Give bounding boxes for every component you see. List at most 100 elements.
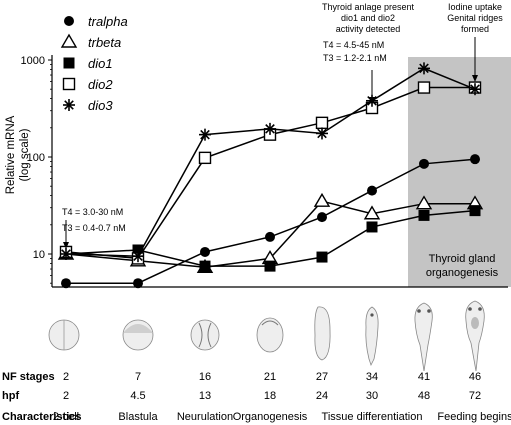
embryo-neurula-folds — [198, 322, 212, 348]
point-dio1-7 — [132, 244, 144, 256]
annotation-stage34-sub0: T4 = 4.5-45 nM — [323, 40, 384, 50]
annotation-stage46-line1: Genital ridges — [447, 13, 503, 23]
point-tralpha-21 — [265, 231, 275, 242]
embryo-2cell-icon — [48, 319, 80, 351]
table-nf-stage-41: 41 — [418, 371, 430, 383]
point-dio1-46 — [469, 205, 481, 217]
thyroid-organogenesis-region — [408, 57, 511, 287]
embryo-tadpole34-eye — [370, 313, 374, 317]
table-characteristic-5: Feeding begins — [437, 411, 511, 423]
point-dio2-27 — [315, 116, 329, 130]
point-dio3-46 — [469, 83, 481, 96]
legend-marker-dio1 — [63, 57, 75, 69]
legend-marker-trbeta — [60, 33, 78, 48]
table-nf-stage-46: 46 — [469, 371, 481, 383]
point-tralpha-41 — [419, 158, 429, 169]
annotation-stage2-line0: T4 = 3.0-30 nM — [62, 207, 123, 217]
annotation-stage34-line1: dio1 and dio2 — [341, 13, 395, 23]
point-dio3-41 — [418, 62, 430, 75]
embryo-blastula-cap — [123, 324, 153, 333]
series-line-dio1 — [65, 209, 476, 267]
point-dio3-27 — [316, 127, 328, 140]
annotation-stage46-line2: formed — [461, 24, 489, 34]
series-line-dio3 — [65, 67, 476, 257]
point-dio1-21 — [264, 260, 276, 272]
annotation-stage34-arrowhead — [369, 97, 375, 104]
embryo-tailbud-body — [314, 306, 331, 361]
point-dio1-41 — [418, 209, 430, 221]
point-dio3-16 — [199, 128, 211, 141]
embryo-tadpole46-eye-right — [478, 307, 482, 311]
table-nf-stage-7: 7 — [135, 371, 141, 383]
annotation-stage34-line0: Thyroid anlage present — [322, 2, 415, 12]
point-dio1-16 — [199, 260, 211, 272]
embryo-tailbud-icon — [314, 306, 331, 361]
table-characteristic-2: Neurulation — [177, 411, 233, 423]
y-axis-label-line1: Relative mRNA — [5, 115, 17, 194]
legend-label-dio1: dio1 — [88, 56, 113, 71]
table-characteristic-4: Tissue differentiation — [322, 411, 423, 423]
point-trbeta-34 — [363, 205, 381, 220]
table-nf-stage-34: 34 — [366, 371, 378, 383]
annotations: T4 = 3.0-30 nM T3 = 0.4-0.7 nM Thyroid anl… — [62, 2, 503, 249]
y-axis-label-line2: (log scale) — [19, 128, 31, 181]
embryo-organogenesis-icon — [256, 317, 284, 353]
annotation-stage2-arrowhead — [63, 242, 69, 249]
series-line-dio2 — [65, 86, 475, 260]
series-layer — [57, 62, 484, 289]
embryo-tadpole46-eye-left — [468, 307, 472, 311]
point-dio2-16 — [198, 151, 212, 165]
table-characteristic-3: Organogenesis — [233, 411, 308, 423]
embryo-tadpole41-eye-right — [427, 309, 431, 313]
table-hpf-18: 18 — [264, 390, 276, 402]
table-characteristic-0: 2-cell — [53, 411, 79, 423]
legend-marker-dio2 — [62, 77, 76, 91]
legend-label-dio3: dio3 — [88, 98, 113, 113]
table-hpf-24: 24 — [316, 390, 328, 402]
table-characteristic-1: Blastula — [118, 411, 158, 423]
table-hpf-2: 2 — [63, 390, 69, 402]
embryo-tadpole34-body — [365, 306, 379, 367]
point-trbeta-41 — [415, 195, 433, 210]
annotation-stage46-line0: Iodine uptake — [448, 2, 502, 12]
embryo-neurula-body — [190, 319, 220, 351]
embryo-tadpole41-eye-left — [417, 309, 421, 313]
point-dio3-7 — [132, 250, 144, 263]
point-trbeta-27 — [313, 192, 331, 207]
embryo-tadpole46-body — [465, 300, 485, 372]
table-row-label-2: Characteristics — [2, 411, 82, 423]
point-dio2-41 — [417, 81, 431, 94]
point-dio3-21 — [264, 122, 276, 135]
series-tralpha — [61, 154, 480, 289]
point-dio1-34 — [366, 221, 378, 233]
point-tralpha-16 — [200, 246, 210, 257]
embryo-tadpole46-icon — [465, 300, 485, 372]
point-tralpha-2 — [61, 278, 71, 289]
point-dio1-27 — [316, 251, 328, 263]
embryo-illustrations — [48, 300, 485, 372]
legend-label-tralpha: tralpha — [88, 14, 128, 29]
point-tralpha-34 — [367, 185, 377, 196]
series-dio3 — [60, 62, 481, 263]
legend-label-trbeta: trbeta — [88, 35, 121, 50]
embryo-neurula-icon — [190, 319, 220, 351]
table-hpf-72: 72 — [469, 390, 481, 402]
table-hpf-30: 30 — [366, 390, 378, 402]
y-tick-label-100: 100 — [27, 152, 45, 164]
embryo-tadpole34-icon — [365, 306, 379, 367]
embryo-organogenesis-body — [256, 317, 284, 353]
embryo-tadpole46-gut — [471, 317, 479, 329]
legend: tralpha trbeta dio1 dio2 dio3 — [60, 14, 128, 113]
point-tralpha-46 — [470, 154, 480, 165]
shaded-region-label-line1: Thyroid gland — [429, 253, 496, 265]
embryo-organogenesis-head — [261, 320, 279, 326]
legend-marker-dio3 — [63, 99, 75, 111]
legend-label-dio2: dio2 — [88, 77, 113, 92]
y-axis-ticks: 10 100 1000 — [21, 55, 52, 284]
table-nf-stage-16: 16 — [199, 371, 211, 383]
annotation-stage34-sub1: T3 = 1.2-2.1 nM — [323, 53, 387, 63]
point-tralpha-27 — [317, 212, 327, 223]
table-nf-stage-21: 21 — [264, 371, 276, 383]
